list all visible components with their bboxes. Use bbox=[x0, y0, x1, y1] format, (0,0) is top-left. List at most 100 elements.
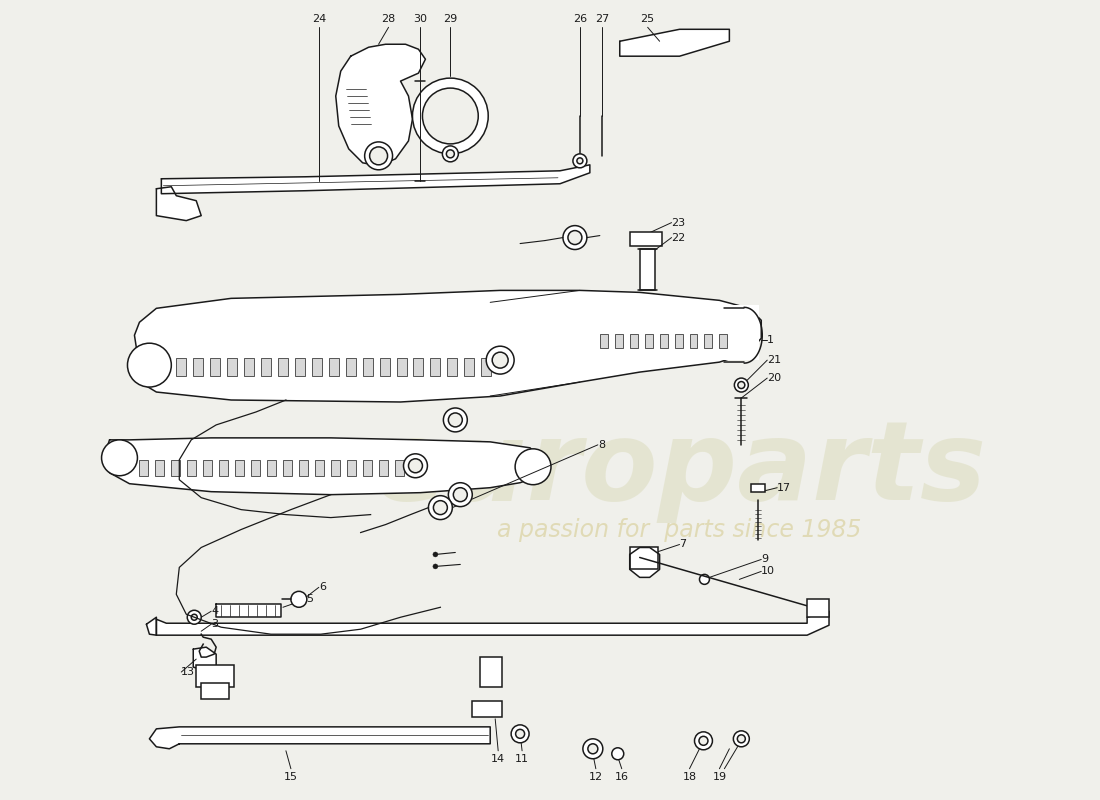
Circle shape bbox=[408, 458, 422, 473]
Circle shape bbox=[563, 226, 587, 250]
Text: 18: 18 bbox=[682, 772, 696, 782]
Text: 7: 7 bbox=[680, 539, 686, 550]
Bar bbox=[414, 358, 424, 376]
Bar bbox=[690, 334, 697, 348]
Bar bbox=[140, 460, 148, 476]
Circle shape bbox=[698, 736, 708, 746]
Circle shape bbox=[453, 488, 468, 502]
Bar bbox=[176, 358, 186, 376]
Text: 21: 21 bbox=[767, 355, 781, 365]
Bar bbox=[295, 358, 305, 376]
Text: 14: 14 bbox=[491, 754, 505, 764]
Circle shape bbox=[433, 552, 438, 557]
Bar bbox=[719, 334, 727, 348]
Polygon shape bbox=[132, 290, 761, 402]
Text: 10: 10 bbox=[761, 566, 776, 577]
Bar bbox=[378, 460, 387, 476]
Circle shape bbox=[587, 744, 597, 754]
Bar bbox=[615, 334, 623, 348]
Text: 4: 4 bbox=[211, 606, 218, 616]
Bar bbox=[194, 358, 204, 376]
Circle shape bbox=[515, 449, 551, 485]
Circle shape bbox=[694, 732, 713, 750]
Bar bbox=[331, 460, 340, 476]
Bar bbox=[261, 358, 271, 376]
Bar bbox=[600, 334, 608, 348]
Bar bbox=[227, 358, 238, 376]
Bar bbox=[363, 460, 372, 476]
Bar bbox=[674, 334, 682, 348]
Circle shape bbox=[737, 735, 746, 743]
Bar bbox=[219, 460, 228, 476]
Bar bbox=[311, 358, 322, 376]
Bar bbox=[448, 358, 458, 376]
Polygon shape bbox=[336, 44, 426, 166]
Text: 5: 5 bbox=[306, 594, 312, 604]
Text: europarts: europarts bbox=[373, 416, 987, 523]
Polygon shape bbox=[156, 186, 201, 221]
Polygon shape bbox=[194, 647, 217, 671]
Circle shape bbox=[486, 346, 514, 374]
Text: 9: 9 bbox=[761, 554, 769, 565]
Bar bbox=[315, 460, 323, 476]
Bar bbox=[196, 665, 234, 687]
Bar bbox=[704, 334, 713, 348]
Text: a passion for  parts since 1985: a passion for parts since 1985 bbox=[497, 518, 861, 542]
Bar bbox=[283, 460, 292, 476]
Circle shape bbox=[364, 142, 393, 170]
Bar bbox=[244, 358, 254, 376]
Text: 25: 25 bbox=[640, 14, 654, 24]
Circle shape bbox=[412, 78, 488, 154]
Circle shape bbox=[101, 440, 138, 476]
Text: 16: 16 bbox=[615, 772, 629, 782]
Circle shape bbox=[404, 454, 428, 478]
Circle shape bbox=[568, 230, 582, 245]
Circle shape bbox=[370, 147, 387, 165]
Text: 17: 17 bbox=[778, 482, 791, 493]
Bar bbox=[472, 701, 503, 717]
Bar bbox=[187, 460, 196, 476]
Bar bbox=[396, 358, 407, 376]
Circle shape bbox=[191, 614, 197, 620]
Text: 23: 23 bbox=[672, 218, 685, 228]
Bar bbox=[645, 334, 652, 348]
Bar bbox=[278, 358, 288, 376]
Circle shape bbox=[492, 352, 508, 368]
Circle shape bbox=[187, 610, 201, 624]
Bar bbox=[807, 599, 829, 618]
Bar bbox=[719, 306, 759, 360]
Bar bbox=[660, 334, 668, 348]
Bar bbox=[329, 358, 339, 376]
Bar bbox=[235, 460, 244, 476]
Bar bbox=[751, 484, 766, 492]
Bar bbox=[210, 358, 220, 376]
Bar bbox=[346, 460, 355, 476]
Text: 22: 22 bbox=[672, 233, 685, 242]
Bar bbox=[379, 358, 389, 376]
Circle shape bbox=[576, 158, 583, 164]
Circle shape bbox=[433, 564, 438, 569]
Bar bbox=[629, 231, 661, 246]
Text: 6: 6 bbox=[319, 582, 326, 592]
Circle shape bbox=[428, 496, 452, 519]
Text: 27: 27 bbox=[595, 14, 609, 24]
Polygon shape bbox=[619, 30, 729, 56]
Bar bbox=[640, 249, 654, 290]
Text: 24: 24 bbox=[311, 14, 326, 24]
Circle shape bbox=[573, 154, 587, 168]
Polygon shape bbox=[150, 727, 491, 749]
Text: 11: 11 bbox=[515, 754, 529, 764]
Text: 28: 28 bbox=[382, 14, 396, 24]
Text: 8: 8 bbox=[597, 440, 605, 450]
Bar bbox=[464, 358, 474, 376]
Text: 29: 29 bbox=[443, 14, 458, 24]
Text: 30: 30 bbox=[414, 14, 428, 24]
Text: 20: 20 bbox=[767, 373, 781, 383]
Circle shape bbox=[734, 731, 749, 746]
Text: 19: 19 bbox=[713, 772, 726, 782]
Bar bbox=[363, 358, 373, 376]
Circle shape bbox=[738, 382, 745, 389]
Circle shape bbox=[128, 343, 172, 387]
Circle shape bbox=[735, 378, 748, 392]
Bar bbox=[251, 460, 260, 476]
